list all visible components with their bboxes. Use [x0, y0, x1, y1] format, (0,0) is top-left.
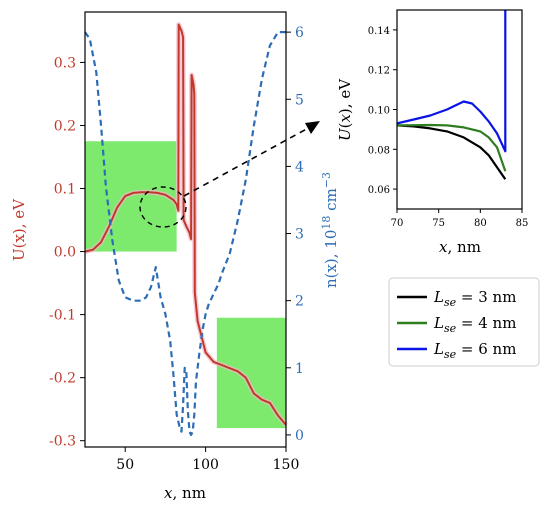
y-left-tick-label: 0.3 [54, 55, 76, 71]
inset-x-tick-label: 85 [516, 218, 529, 229]
x-tick-label: 50 [116, 457, 134, 473]
y-right-tick-label: 1 [295, 361, 304, 377]
inset-axes-ticks: 70 75 80 85 0.06 0.08 0.10 0.12 0.14 [368, 26, 529, 229]
inset-series [397, 10, 507, 180]
main-y-left-label: U(x), eV [10, 198, 28, 261]
inset-x-tick-label: 70 [391, 218, 404, 229]
inset-series-3 [397, 10, 507, 153]
y-right-tick-label: 2 [295, 294, 304, 310]
main-plot-frame [84, 11, 287, 448]
x-tick-label: 100 [192, 457, 219, 473]
y-left-tick-label: -0.1 [49, 308, 76, 324]
inset-y-tick-label: 0.10 [368, 106, 390, 117]
main-series [84, 22, 288, 436]
inset-x-tick-label: 75 [432, 218, 445, 229]
inset-y-tick-label: 0.14 [368, 26, 390, 37]
main-axes-ticks: 50 100 150 -0.3 -0.2 -0.1 0.0 0.1 0.2 0.3 0 1 2 3 4 5 6 [49, 25, 304, 473]
inset-series-1 [397, 124, 507, 180]
y-right-tick-label: 6 [295, 25, 304, 41]
inset-x-axis-label: x, nm [439, 238, 481, 256]
inset-series-2 [397, 123, 507, 172]
legend-label-3: Lse = 6 nm [433, 340, 516, 361]
density-curve [84, 30, 286, 436]
y-right-tick-label: 0 [295, 428, 304, 444]
y-left-tick-label: 0.0 [54, 245, 76, 261]
main-y-right-label: n(x), 1018 cm−3 [320, 172, 340, 288]
inset-panel: 70 75 80 85 0.06 0.08 0.10 0.12 0.14 x, nm U(x),… [336, 9, 529, 256]
legend-label-1: Lse = 3 nm [433, 288, 516, 309]
zoom-circle [139, 186, 187, 228]
inset-y-tick-label: 0.12 [368, 66, 390, 77]
y-left-tick-label: 0.2 [54, 118, 76, 134]
main-x-axis-label: x, nm [164, 484, 206, 502]
legend: Lse = 3 nm Lse = 4 nm Lse = 6 nm [388, 277, 540, 367]
y-left-tick-label: -0.3 [49, 434, 76, 450]
inset-y-tick-label: 0.06 [368, 185, 390, 196]
y-left-tick-label: 0.1 [54, 182, 76, 198]
y-right-tick-label: 4 [295, 159, 304, 175]
inset-x-tick-label: 80 [474, 218, 487, 229]
inset-plot-frame [396, 9, 523, 210]
x-tick-label: 150 [273, 457, 300, 473]
inset-y-tick-label: 0.08 [368, 145, 390, 156]
zoom-arrow-head [305, 121, 320, 134]
legend-box [388, 277, 540, 367]
inset-y-axis-label: U(x), eV [336, 78, 354, 141]
zoom-arrow [183, 125, 313, 197]
potential-curve [84, 23, 287, 426]
y-right-tick-label: 3 [295, 227, 304, 243]
y-left-tick-label: -0.2 [49, 371, 76, 387]
legend-label-2: Lse = 4 nm [433, 314, 516, 335]
y-right-tick-label: 5 [295, 92, 304, 108]
main-panel: 50 100 150-0.3-0.2-0.10.00.10.20.30123456 … [10, 11, 340, 502]
